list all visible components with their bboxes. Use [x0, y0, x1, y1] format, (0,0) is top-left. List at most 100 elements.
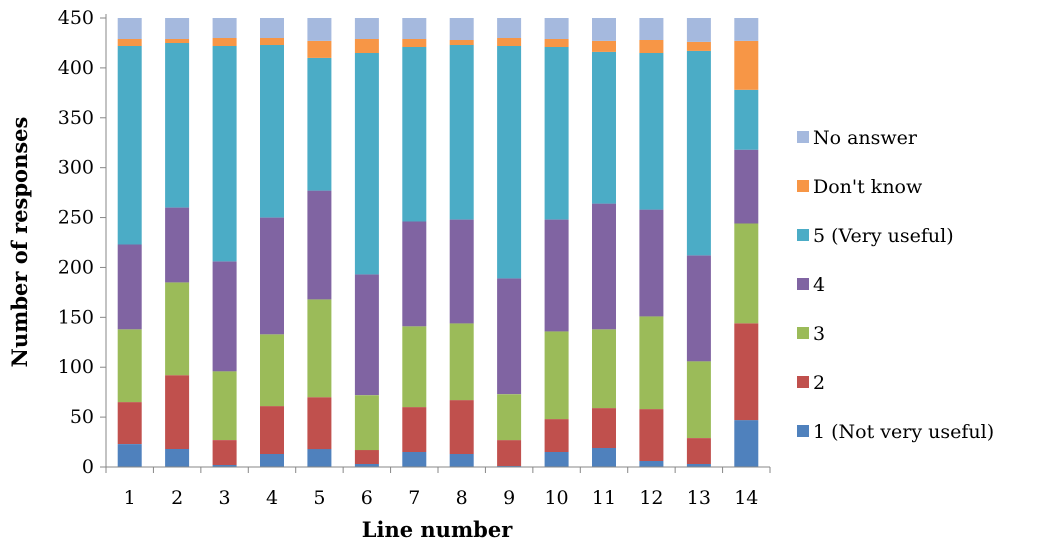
bar-segment-7-series-1: [402, 407, 427, 452]
bar-segment-7-series-2: [402, 326, 427, 408]
legend: No answer Don't know 5 (Very useful) 4 3 2 1 (…: [797, 127, 994, 443]
bar-segment-13-series-0: [686, 464, 711, 467]
bar-segment-13-series-6: [686, 18, 711, 42]
bar-segment-3-series-4: [212, 45, 237, 262]
bar-segment-5-series-1: [307, 397, 332, 450]
bar-segment-11-series-0: [592, 448, 616, 467]
bar-segment-6-series-0: [354, 464, 379, 467]
x-tick-label: 1: [124, 487, 136, 509]
x-axis-title: Line number: [362, 517, 513, 542]
x-tick-label: 10: [544, 487, 568, 509]
bars-layer: [117, 18, 759, 467]
y-tick-label: 400: [58, 57, 94, 79]
legend-label: 5 (Very useful): [813, 225, 954, 247]
bar-segment-11-series-2: [592, 329, 616, 409]
legend-label: No answer: [813, 127, 918, 149]
bar-segment-12-series-1: [639, 409, 664, 461]
bar-segment-14-series-4: [734, 89, 759, 150]
bar-segment-3-series-5: [212, 38, 237, 46]
bar-segment-10-series-4: [544, 46, 569, 220]
x-tick-label: 4: [266, 487, 278, 509]
bar-segment-8-series-1: [449, 400, 474, 454]
y-tick-label: 450: [58, 7, 94, 29]
x-tick-label: 9: [503, 487, 515, 509]
bar-segment-9-series-5: [497, 38, 522, 46]
y-tick-label: 250: [58, 207, 94, 229]
y-tick-label: 150: [58, 306, 94, 328]
bar-segment-8-series-3: [449, 219, 474, 324]
x-tick-label: 13: [687, 487, 711, 509]
bar-segment-3-series-1: [212, 440, 237, 465]
x-tick-label: 5: [313, 487, 325, 509]
bar-segment-14-series-0: [734, 420, 759, 467]
bar-segment-6-series-5: [354, 39, 379, 53]
bar-segment-2-series-3: [165, 207, 190, 283]
bar-segment-2-series-2: [165, 282, 190, 376]
legend-label: 3: [813, 323, 825, 345]
bar-segment-10-series-5: [544, 39, 569, 47]
y-tick-label: 200: [58, 256, 94, 278]
bar-segment-8-series-4: [449, 44, 474, 220]
bar-segment-3-series-6: [212, 18, 237, 38]
bar-segment-12-series-6: [639, 18, 664, 40]
x-tick-label: 7: [408, 487, 420, 509]
bar-segment-1-series-4: [117, 45, 142, 245]
bar-segment-2-series-5: [165, 39, 190, 43]
x-tick-label: 6: [361, 487, 373, 509]
bar-segment-10-series-0: [544, 452, 569, 467]
bar-segment-6-series-1: [354, 450, 379, 464]
bar-segment-6-series-4: [354, 52, 379, 275]
bar-segment-14-series-3: [734, 149, 759, 224]
bar-segment-10-series-2: [544, 331, 569, 420]
bar-segment-1-series-0: [117, 444, 142, 467]
bar-segment-7-series-0: [402, 452, 427, 467]
legend-swatch: [797, 131, 809, 143]
bar-segment-11-series-5: [592, 40, 616, 52]
bar-segment-2-series-0: [165, 449, 190, 467]
bar-segment-7-series-3: [402, 221, 427, 327]
bar-segment-1-series-6: [117, 18, 142, 39]
legend-label: 4: [813, 274, 825, 296]
bar-segment-9-series-6: [497, 18, 522, 38]
x-tick-label: 14: [734, 487, 758, 509]
bar-segment-5-series-2: [307, 299, 332, 398]
bar-segment-14-series-2: [734, 223, 759, 324]
bar-segment-10-series-3: [544, 219, 569, 332]
bar-segment-7-series-4: [402, 46, 427, 222]
bar-segment-1-series-2: [117, 329, 142, 403]
bar-segment-11-series-3: [592, 203, 616, 330]
bar-segment-1-series-5: [117, 39, 142, 46]
legend-swatch: [797, 376, 809, 388]
bar-segment-7-series-6: [402, 18, 427, 39]
bar-segment-4-series-5: [260, 38, 284, 45]
bar-segment-14-series-6: [734, 18, 759, 41]
bar-segment-5-series-0: [307, 449, 332, 467]
bar-segment-8-series-2: [449, 323, 474, 401]
legend-swatch: [797, 278, 809, 290]
bar-segment-13-series-3: [686, 255, 711, 362]
bar-segment-6-series-6: [354, 18, 379, 39]
bar-segment-13-series-2: [686, 361, 711, 438]
y-tick-label: 300: [58, 157, 94, 179]
bar-segment-10-series-1: [544, 419, 569, 452]
bar-segment-2-series-4: [165, 42, 190, 208]
y-axis-title: Number of responses: [7, 117, 32, 368]
x-tick-label: 2: [171, 487, 183, 509]
bar-segment-3-series-3: [212, 261, 237, 372]
bar-segment-5-series-6: [307, 18, 332, 41]
bar-segment-11-series-1: [592, 408, 616, 448]
bar-segment-12-series-3: [639, 209, 664, 317]
bar-segment-4-series-3: [260, 217, 284, 335]
bar-segment-1-series-3: [117, 244, 142, 330]
bar-segment-8-series-5: [449, 40, 474, 45]
bar-segment-14-series-1: [734, 323, 759, 421]
bar-segment-12-series-4: [639, 52, 664, 210]
bar-segment-2-series-6: [165, 18, 190, 39]
bar-segment-2-series-1: [165, 375, 190, 449]
bar-segment-7-series-5: [402, 39, 427, 47]
bar-segment-5-series-3: [307, 190, 332, 300]
legend-swatch: [797, 229, 809, 241]
